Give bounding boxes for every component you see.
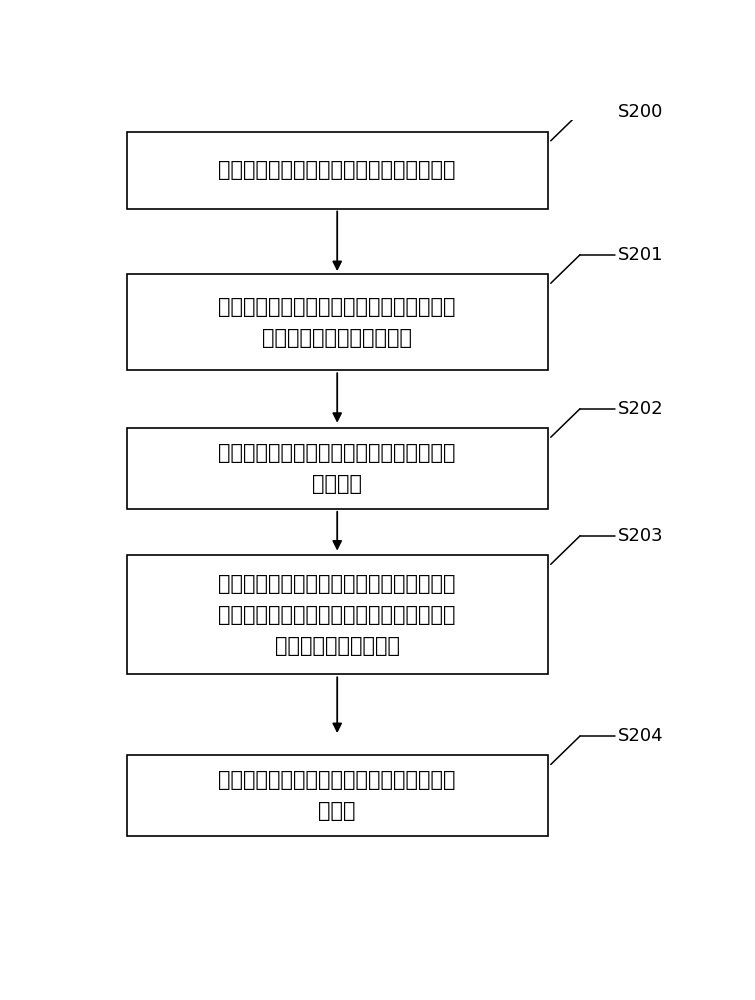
Bar: [127, 555, 548, 674]
Text: 空闲状态的仪器仪表的名称: 空闲状态的仪器仪表的名称: [262, 328, 412, 348]
Text: 称，根据接收到的所述目标仪器仪表的名称: 称，根据接收到的所述目标仪器仪表的名称: [218, 605, 456, 625]
Text: 调用所述目标仪器仪表: 调用所述目标仪器仪表: [275, 636, 399, 656]
Text: 所述用户终端接收到所述目标仪器仪表的名: 所述用户终端接收到所述目标仪器仪表的名: [218, 574, 456, 594]
Text: 所述服务器发送目标仪器仪表的名称至所述: 所述服务器发送目标仪器仪表的名称至所述: [218, 443, 456, 463]
Bar: [127, 132, 548, 209]
Bar: [127, 755, 548, 836]
Text: S204: S204: [618, 727, 664, 745]
Text: 一数据: 一数据: [319, 801, 356, 821]
Bar: [127, 274, 548, 370]
Text: S203: S203: [618, 527, 664, 545]
Bar: [127, 428, 548, 509]
Text: S202: S202: [618, 400, 664, 418]
Text: 用户终端: 用户终端: [313, 474, 362, 494]
Text: 所述服务器根据所述资源调度指令获取处于: 所述服务器根据所述资源调度指令获取处于: [218, 297, 456, 317]
Text: S201: S201: [618, 246, 664, 264]
Text: 服务器接收到用户终端发送的资源调用指令: 服务器接收到用户终端发送的资源调用指令: [218, 160, 456, 180]
Text: S200: S200: [618, 103, 664, 121]
Text: 所述目标仪器仪表接收到用户终端发送的第: 所述目标仪器仪表接收到用户终端发送的第: [218, 770, 456, 790]
